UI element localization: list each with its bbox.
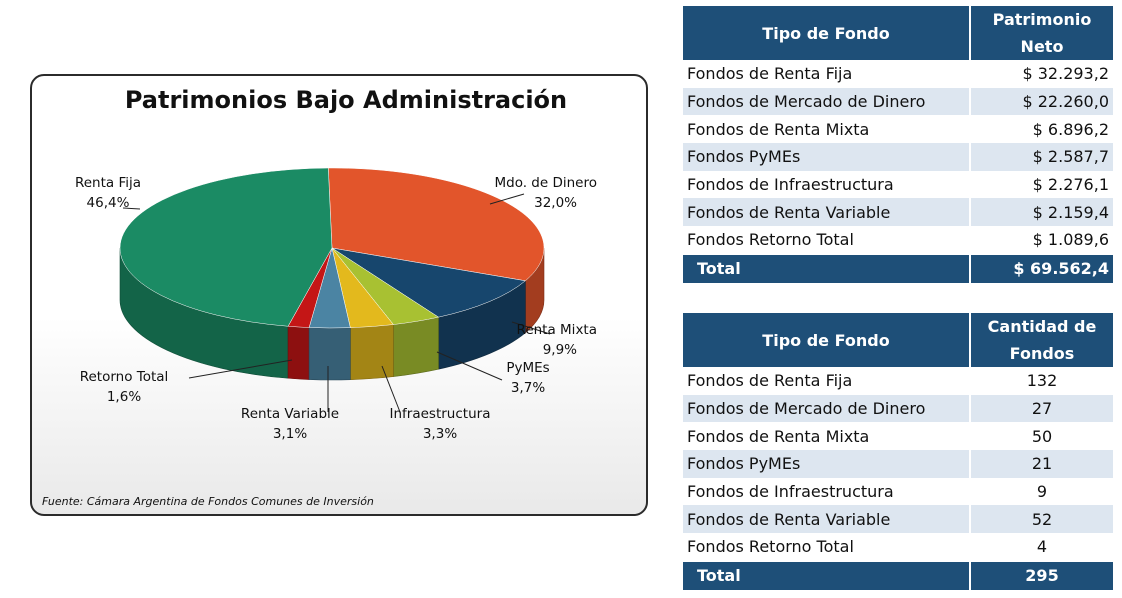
fund-type-cell: Fondos de Mercado de Dinero: [683, 87, 970, 116]
leader-line: [511, 321, 551, 335]
fund-value-cell: $ 22.260,0: [969, 87, 1113, 116]
table-total-row: Total 295: [683, 560, 1113, 590]
fund-value-cell: 27: [969, 394, 1113, 423]
slice-percent-label: 46,4%: [87, 195, 130, 211]
table-row: Fondos de Mercado de Dinero 27: [683, 394, 1113, 423]
fund-type-cell: Fondos de Mercado de Dinero: [683, 394, 970, 423]
slice-label: Mdo. de Dinero: [494, 175, 597, 191]
column-header-cantidad: Cantidad de Fondos: [970, 313, 1113, 367]
fund-value-cell: 52: [969, 505, 1113, 534]
slice-percent-label: 32,0%: [534, 195, 577, 211]
table-row: Fondos de Mercado de Dinero $ 22.260,0: [683, 87, 1113, 116]
pie-slice-side-infraestructura: [350, 324, 394, 381]
slice-label: Infraestructura: [390, 406, 491, 422]
total-value-cell: $ 69.562,4: [969, 253, 1113, 283]
fund-type-cell: Fondos de Renta Fija: [683, 60, 970, 88]
fund-type-cell: Fondos de Renta Variable: [683, 505, 970, 534]
chart-source: Fuente: Cámara Argentina de Fondos Comun…: [42, 495, 374, 508]
fund-type-cell: Fondos de Infraestructura: [683, 170, 970, 199]
pie-chart: Patrimonios Bajo Administración Mdo. de …: [42, 86, 597, 508]
slice-percent-label: 3,1%: [273, 426, 307, 442]
leader-line: [489, 193, 525, 205]
table-header-row: Tipo de Fondo Patrimonio Neto: [683, 6, 1113, 60]
leader-line: [188, 359, 293, 379]
table-row: Fondos de Renta Fija $ 32.293,2: [683, 60, 1113, 88]
table-header-row: Tipo de Fondo Cantidad de Fondos: [683, 313, 1113, 367]
table-row: Fondos de Renta Variable $ 2.159,4: [683, 198, 1113, 227]
column-header-tipo: Tipo de Fondo: [683, 6, 971, 60]
table-row: Fondos de Infraestructura 9: [683, 477, 1113, 506]
slice-label: Renta Mixta: [517, 322, 597, 338]
pie-chart-panel: Patrimonios Bajo Administración Mdo. de …: [30, 74, 648, 516]
fund-type-cell: Fondos de Renta Mixta: [683, 115, 970, 144]
fund-value-cell: $ 32.293,2: [969, 60, 1113, 88]
cantidad-table: Tipo de Fondo Cantidad de Fondos Fondos …: [683, 313, 1113, 590]
pie-slice-side-renta-variable: [308, 327, 351, 381]
table-row: Fondos Retorno Total 4: [683, 533, 1113, 562]
table-row: Fondos de Renta Variable 52: [683, 505, 1113, 534]
fund-type-cell: Fondos de Infraestructura: [683, 477, 970, 506]
fund-value-cell: $ 2.159,4: [969, 198, 1113, 227]
total-label-cell: Total: [683, 253, 970, 283]
slice-label: Renta Variable: [241, 406, 339, 422]
fund-value-cell: 9: [969, 477, 1113, 506]
pie-slice-side-pymes: [393, 316, 439, 377]
fund-type-cell: Fondos Retorno Total: [683, 533, 970, 562]
fund-type-cell: Fondos de Renta Mixta: [683, 422, 970, 451]
table-row: Fondos Retorno Total $ 1.089,6: [683, 226, 1113, 255]
pie-slice-renta-fija: [119, 167, 333, 327]
leader-line: [122, 207, 141, 210]
fund-value-cell: $ 6.896,2: [969, 115, 1113, 144]
table-row: Fondos de Renta Fija 132: [683, 367, 1113, 395]
slice-label: Renta Fija: [75, 175, 141, 191]
fund-value-cell: $ 1.089,6: [969, 226, 1113, 255]
total-value-cell: 295: [969, 560, 1113, 590]
fund-type-cell: Fondos de Renta Fija: [683, 367, 970, 395]
total-label-cell: Total: [683, 560, 970, 590]
table-row: Fondos de Renta Mixta 50: [683, 422, 1113, 451]
column-header-tipo: Tipo de Fondo: [683, 313, 971, 367]
table-row: Fondos PyMEs $ 2.587,7: [683, 143, 1113, 171]
fund-type-cell: Fondos PyMEs: [683, 143, 970, 171]
fund-type-cell: Fondos Retorno Total: [683, 226, 970, 255]
slice-percent-label: 1,6%: [107, 389, 141, 405]
leader-line: [381, 365, 401, 413]
column-header-patrimonio: Patrimonio Neto: [970, 6, 1113, 60]
fund-value-cell: $ 2.587,7: [969, 143, 1113, 171]
leader-line: [436, 351, 503, 381]
patrimonio-table: Tipo de Fondo Patrimonio Neto Fondos de …: [683, 6, 1113, 283]
slice-label: PyMEs: [506, 360, 549, 376]
table-row: Fondos de Infraestructura $ 2.276,1: [683, 170, 1113, 199]
table-total-row: Total $ 69.562,4: [683, 253, 1113, 283]
fund-value-cell: $ 2.276,1: [969, 170, 1113, 199]
fund-type-cell: Fondos PyMEs: [683, 450, 970, 478]
pie-slice-side-retorno-total: [287, 325, 310, 380]
fund-value-cell: 132: [969, 367, 1113, 395]
slice-label: Retorno Total: [80, 369, 169, 385]
pie-slice-mdo-de-dinero: [328, 167, 545, 282]
slice-percent-label: 9,9%: [543, 342, 577, 358]
fund-value-cell: 50: [969, 422, 1113, 451]
pie-slice-renta-mixta: [331, 247, 526, 318]
fund-value-cell: 4: [969, 533, 1113, 562]
fund-value-cell: 21: [969, 450, 1113, 478]
fund-type-cell: Fondos de Renta Variable: [683, 198, 970, 227]
table-row: Fondos de Renta Mixta $ 6.896,2: [683, 115, 1113, 144]
slice-percent-label: 3,7%: [511, 380, 545, 396]
table-row: Fondos PyMEs 21: [683, 450, 1113, 478]
slice-percent-label: 3,3%: [423, 426, 457, 442]
chart-title: Patrimonios Bajo Administración: [125, 86, 567, 114]
